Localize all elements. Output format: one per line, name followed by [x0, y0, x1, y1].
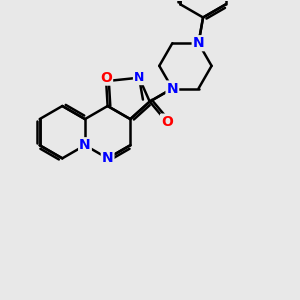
Text: O: O [100, 70, 112, 85]
Text: N: N [79, 138, 91, 152]
Text: N: N [102, 151, 113, 165]
Text: O: O [161, 115, 173, 129]
Text: N: N [167, 82, 178, 95]
Text: N: N [134, 71, 144, 84]
Text: N: N [193, 36, 204, 50]
